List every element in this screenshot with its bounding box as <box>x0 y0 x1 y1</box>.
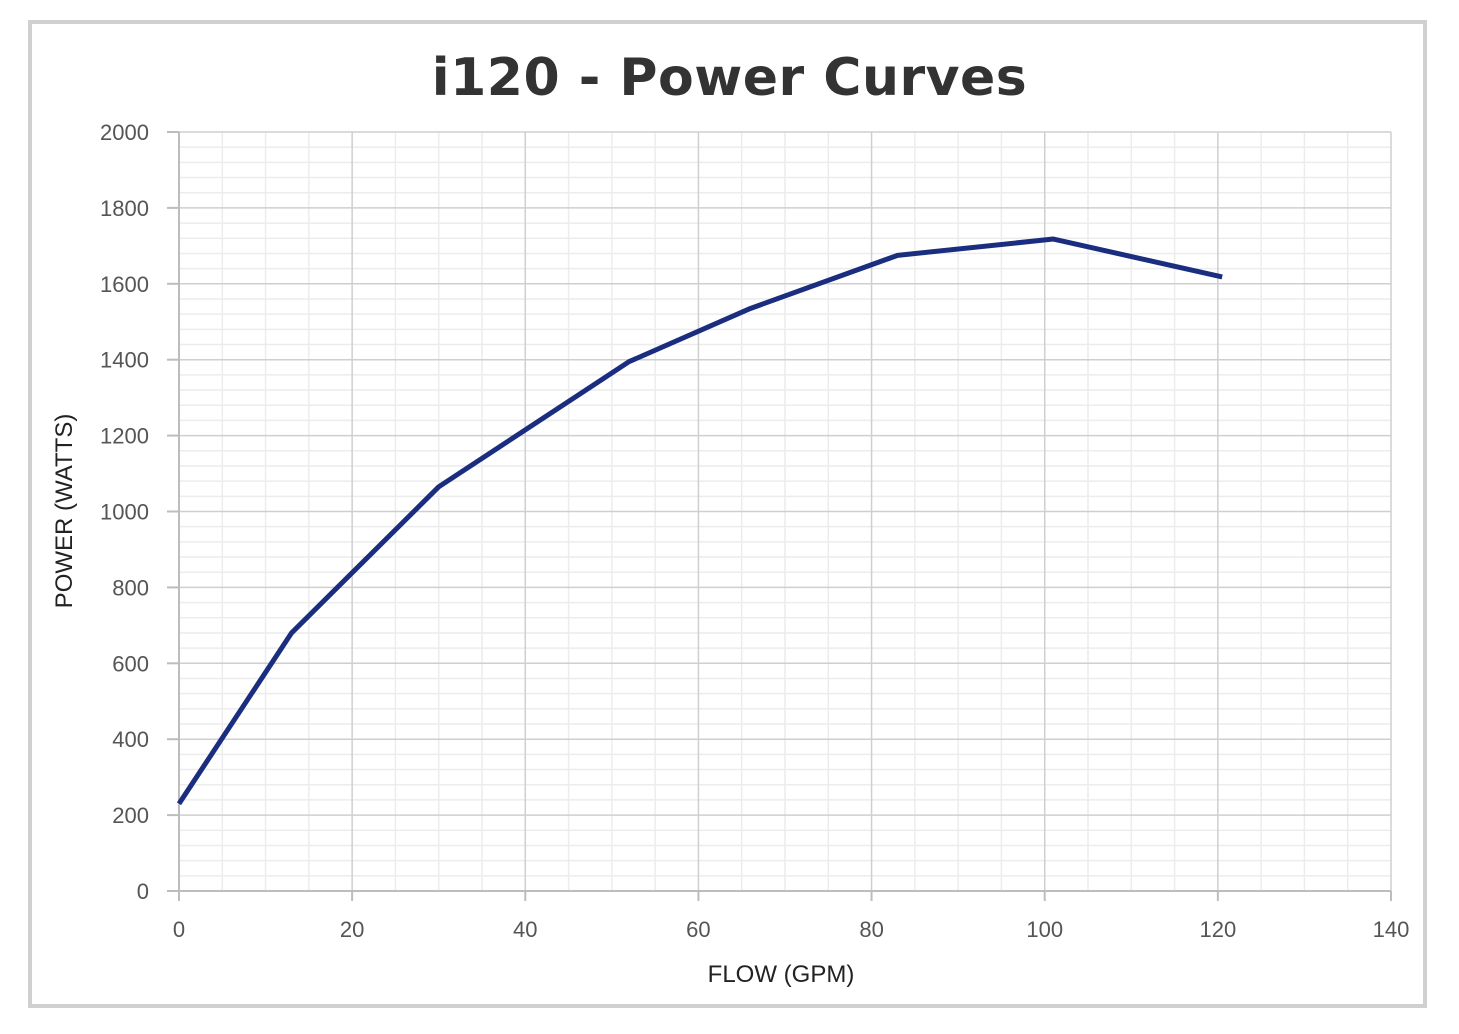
power-curve-line <box>176 236 1223 806</box>
x-axis-label: FLOW (GPM) <box>708 961 855 988</box>
y-tick-label: 0 <box>137 879 149 904</box>
y-tick-label: 1400 <box>100 348 149 373</box>
axes <box>167 131 1392 901</box>
y-tick-label: 400 <box>112 727 149 752</box>
y-axis-label: POWER (WATTS) <box>51 414 78 609</box>
y-tick-label: 1600 <box>100 272 149 297</box>
x-tick-label: 60 <box>686 917 710 942</box>
y-tick-label: 2000 <box>100 120 149 145</box>
y-tick-label: 200 <box>112 803 149 828</box>
y-tick-label: 1800 <box>100 196 149 221</box>
chart-frame <box>28 20 1427 1008</box>
x-tick-label: 20 <box>340 917 364 942</box>
series-layer <box>176 236 1223 806</box>
x-tick-label: 0 <box>173 917 185 942</box>
x-tick-label: 40 <box>513 917 537 942</box>
y-tick-label: 1200 <box>100 424 149 449</box>
x-tick-label: 140 <box>1373 917 1410 942</box>
chart-title: i120 - Power Curves <box>431 48 1028 108</box>
y-tick-label: 800 <box>112 575 149 600</box>
x-tick-label: 100 <box>1026 917 1063 942</box>
tick-labels: 0 20 40 60 80 100 120 1400200400600800100012001… <box>100 120 1409 942</box>
y-tick-label: 1000 <box>100 500 149 525</box>
y-tick-label: 600 <box>112 651 149 676</box>
x-tick-label: 120 <box>1199 917 1236 942</box>
x-tick-label: 80 <box>859 917 883 942</box>
